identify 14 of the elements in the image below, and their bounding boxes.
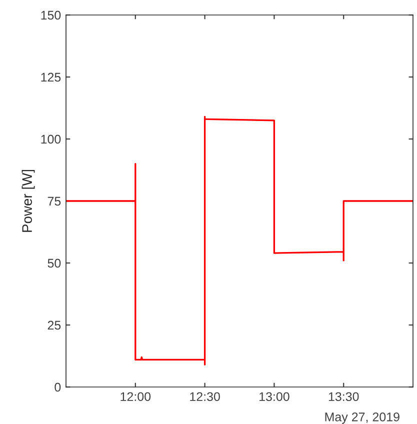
- y-tick-label: 150: [41, 10, 61, 20]
- x-tick-label: 12:00: [120, 392, 151, 402]
- x-tick-label: 13:00: [260, 392, 290, 402]
- y-tick-label: 0: [54, 382, 61, 392]
- y-tick-label: 75: [48, 196, 61, 206]
- line-series: [66, 116, 413, 366]
- y-tick-label: 125: [41, 72, 61, 82]
- x-tick-label: 13:30: [328, 392, 359, 402]
- y-tick-label: 100: [41, 134, 61, 144]
- y-tick-label: 50: [48, 258, 61, 268]
- y-axis-title: Power [W]: [22, 170, 35, 232]
- text: May 27, 2019: [325, 412, 400, 424]
- x-tick-label: 12:30: [190, 392, 220, 402]
- y-tick-label: 25: [48, 320, 61, 330]
